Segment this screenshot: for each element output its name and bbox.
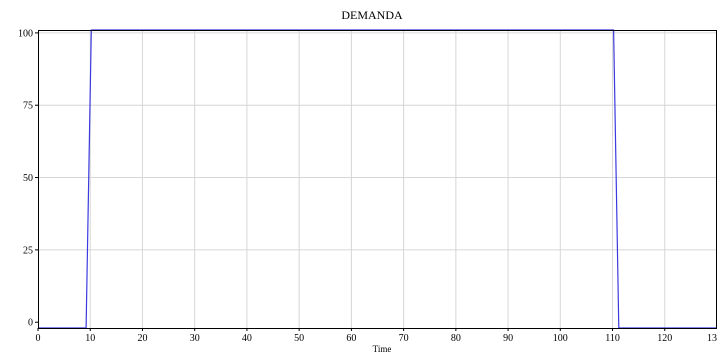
- x-tick-label-30: 30: [190, 333, 200, 344]
- x-tick-label-10: 10: [85, 333, 95, 344]
- x-tick-label-60: 60: [346, 333, 356, 344]
- x-tick-label-100: 100: [553, 333, 568, 344]
- grid-layer: [38, 30, 717, 328]
- x-tick-label-70: 70: [399, 333, 409, 344]
- chart-title: DEMANDA: [341, 8, 403, 22]
- x-tick-label-50: 50: [294, 333, 304, 344]
- x-tick-label-0: 0: [36, 333, 41, 344]
- y-tick-label-25: 25: [23, 245, 33, 256]
- x-axis-label: Time: [373, 344, 392, 354]
- y-tick-label-100: 100: [18, 28, 33, 39]
- y-tick-label-0: 0: [28, 318, 33, 329]
- x-tick-label-40: 40: [242, 333, 252, 344]
- series-layer: [38, 29, 717, 329]
- y-tick-label-50: 50: [23, 173, 33, 184]
- y-tick-label-75: 75: [23, 101, 33, 112]
- y-axis-ticks: 0 25 50 75 100: [18, 28, 38, 329]
- x-axis-ticks: 0 10 20 30 40 50 60 70 80 90 100 110 120 13: [36, 328, 717, 344]
- x-tick-label-20: 20: [137, 333, 147, 344]
- series-line-0: [38, 29, 717, 329]
- x-tick-label-90: 90: [503, 333, 513, 344]
- x-tick-label-110: 110: [605, 333, 620, 344]
- x-tick-label-120: 120: [657, 333, 672, 344]
- x-tick-label-80: 80: [451, 333, 461, 344]
- x-tick-label-clipped: 13: [707, 333, 717, 344]
